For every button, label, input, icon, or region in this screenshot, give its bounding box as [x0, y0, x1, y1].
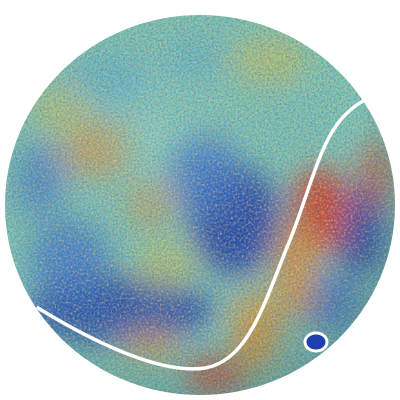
boundary-curve — [36, 94, 378, 371]
ring-marker — [303, 331, 329, 353]
